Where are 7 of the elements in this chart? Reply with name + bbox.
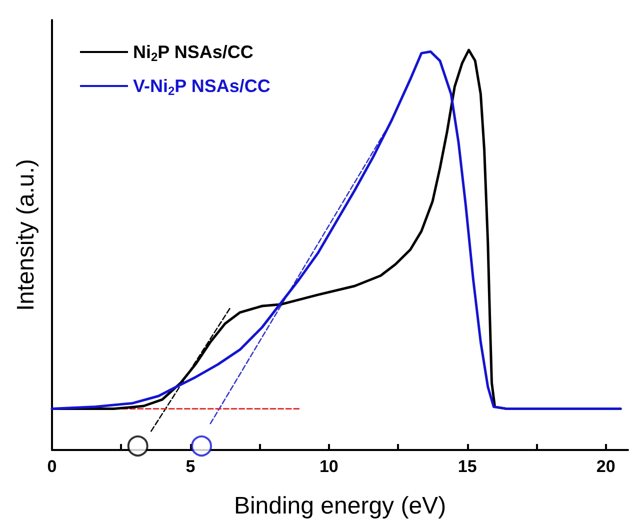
x-tick-label: 5: [186, 457, 196, 476]
x-tick-label: 20: [596, 457, 616, 476]
y-axis-title: Intensity (a.u.): [12, 158, 40, 312]
x-axis-title: Binding energy (eV): [234, 492, 446, 520]
x-tick-label: 15: [458, 457, 477, 476]
x-tick-label: 10: [319, 457, 338, 476]
x-tick-label: 0: [47, 457, 57, 476]
